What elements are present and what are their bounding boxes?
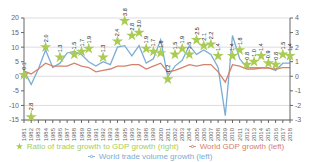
- svg-text:1.7: 1.7: [79, 39, 85, 47]
- svg-text:1983: 1983: [35, 127, 41, 141]
- svg-text:2.1: 2.1: [201, 33, 207, 41]
- svg-text:2012: 2012: [244, 127, 250, 141]
- svg-text:2008: 2008: [215, 127, 221, 141]
- svg-text:-15: -15: [9, 116, 19, 123]
- svg-text:1.5: 1.5: [186, 42, 192, 50]
- svg-text:2013: 2013: [251, 127, 257, 141]
- svg-text:2000: 2000: [158, 127, 164, 141]
- svg-text:2.2: 2.2: [208, 32, 214, 40]
- svg-text:1.9: 1.9: [86, 36, 92, 44]
- html-text:World trade volume growth (lef: World trade volume growth (left): [98, 152, 213, 161]
- svg-text:2011: 2011: [237, 127, 243, 141]
- svg-text:1991: 1991: [93, 127, 99, 141]
- svg-text:1.3: 1.3: [100, 45, 106, 53]
- svg-text:1998: 1998: [143, 127, 149, 141]
- svg-text:4: 4: [295, 14, 299, 21]
- svg-text:-5: -5: [13, 87, 19, 94]
- svg-text:3: 3: [295, 29, 299, 36]
- svg-text:2.8: 2.8: [129, 23, 135, 31]
- svg-text:2015: 2015: [265, 127, 271, 141]
- svg-text:1.0: 1.0: [251, 49, 257, 57]
- svg-text:3.0: 3.0: [136, 20, 142, 28]
- svg-text:1.3: 1.3: [57, 45, 63, 53]
- svg-text:2.0: 2.0: [43, 34, 49, 42]
- html-text:Ratio of trade growth to GDP g: Ratio of trade growth to GDP growth (rig…: [26, 142, 179, 151]
- svg-text:1.4: 1.4: [229, 43, 235, 51]
- svg-text:15: 15: [11, 29, 19, 36]
- svg-text:2005: 2005: [194, 127, 200, 141]
- svg-text:1994: 1994: [114, 127, 120, 141]
- svg-text:-0.2: -0.2: [165, 65, 171, 74]
- svg-text:1: 1: [295, 58, 299, 65]
- svg-text:-3: -3: [295, 116, 301, 123]
- svg-text:2014: 2014: [258, 127, 264, 141]
- svg-text:-1: -1: [295, 87, 301, 94]
- svg-text:2003: 2003: [179, 127, 185, 141]
- svg-text:2010: 2010: [229, 127, 235, 141]
- svg-text:2017: 2017: [280, 127, 286, 141]
- svg-text:1.9: 1.9: [143, 36, 149, 44]
- svg-text:1984: 1984: [43, 127, 49, 141]
- svg-text:1.5: 1.5: [280, 42, 286, 50]
- svg-text:-2.8: -2.8: [28, 103, 34, 112]
- svg-text:1.4: 1.4: [258, 43, 264, 51]
- svg-text:3.8: 3.8: [122, 8, 128, 16]
- svg-text:1985: 1985: [50, 127, 56, 141]
- svg-text:0.1: 0.1: [21, 62, 27, 70]
- svg-text:1.7: 1.7: [150, 39, 156, 47]
- svg-text:1.9: 1.9: [179, 36, 185, 44]
- svg-text:1999: 1999: [150, 127, 156, 141]
- svg-text:1996: 1996: [129, 127, 135, 141]
- svg-text:2: 2: [295, 44, 299, 51]
- svg-text:2016: 2016: [273, 127, 279, 141]
- svg-text:2018: 2018: [287, 127, 293, 141]
- svg-text:1982: 1982: [28, 127, 34, 141]
- svg-text:2009: 2009: [222, 127, 228, 141]
- svg-text:2.5: 2.5: [194, 27, 200, 35]
- svg-text:1993: 1993: [107, 127, 113, 141]
- svg-text:10: 10: [11, 44, 19, 51]
- svg-text:1981: 1981: [21, 127, 27, 141]
- svg-text:1992: 1992: [100, 127, 106, 141]
- svg-text:2006: 2006: [201, 127, 207, 141]
- svg-text:20: 20: [11, 14, 19, 21]
- svg-text:0.9: 0.9: [265, 51, 271, 59]
- svg-text:1.5: 1.5: [172, 42, 178, 50]
- html-text:World GDP growth (left): World GDP growth (left): [199, 142, 285, 151]
- svg-text:5: 5: [15, 58, 19, 65]
- svg-text:-10: -10: [9, 102, 19, 109]
- svg-text:1988: 1988: [71, 127, 77, 141]
- svg-text:2001: 2001: [165, 127, 171, 141]
- svg-text:0: 0: [15, 73, 19, 80]
- svg-text:0: 0: [295, 73, 299, 80]
- svg-text:1.4: 1.4: [215, 43, 221, 51]
- svg-text:2.4: 2.4: [114, 29, 120, 37]
- svg-text:-2: -2: [295, 102, 301, 109]
- svg-text:1990: 1990: [86, 127, 92, 141]
- svg-text:1.5: 1.5: [71, 42, 77, 50]
- svg-text:2007: 2007: [208, 127, 214, 141]
- svg-text:0.8: 0.8: [244, 52, 250, 60]
- svg-text:1.8: 1.8: [237, 37, 243, 45]
- svg-text:1997: 1997: [136, 127, 142, 141]
- svg-text:1.4: 1.4: [287, 43, 293, 51]
- svg-text:1.6: 1.6: [158, 40, 164, 48]
- svg-text:2004: 2004: [186, 127, 192, 141]
- svg-text:2002: 2002: [172, 127, 178, 141]
- svg-text:1987: 1987: [64, 127, 70, 141]
- svg-text:0.8: 0.8: [273, 52, 279, 60]
- svg-text:1989: 1989: [79, 127, 85, 141]
- svg-text:1995: 1995: [122, 127, 128, 141]
- svg-text:1986: 1986: [57, 127, 63, 141]
